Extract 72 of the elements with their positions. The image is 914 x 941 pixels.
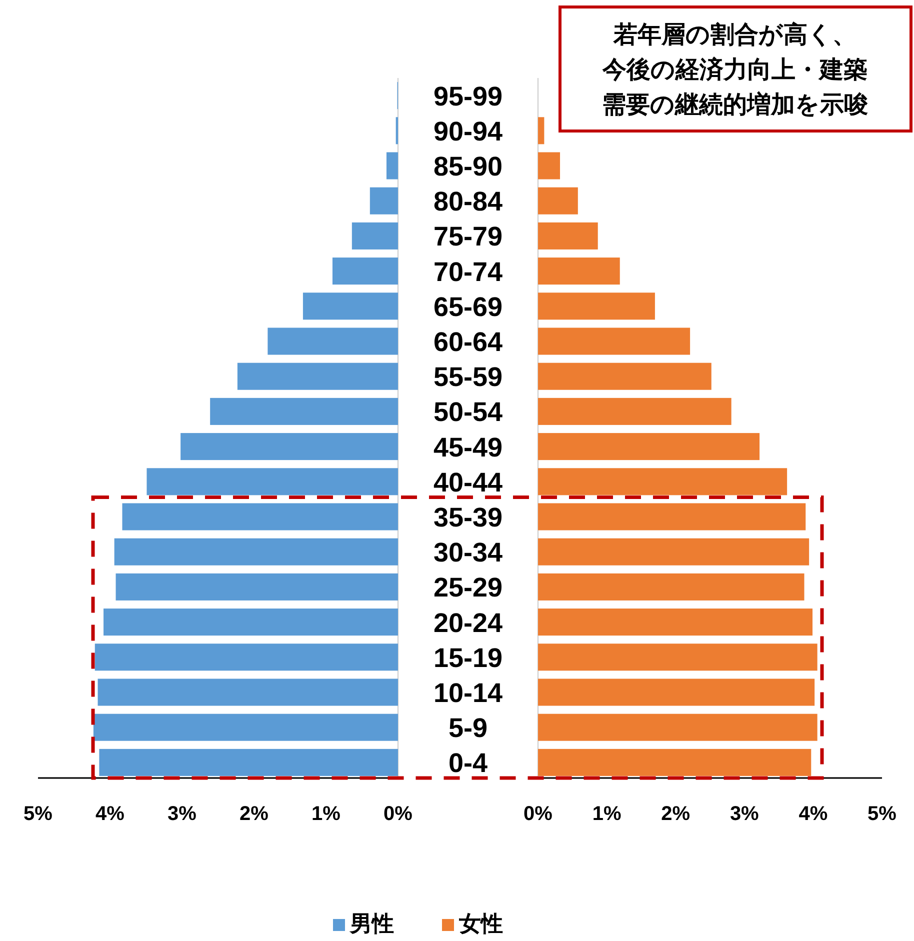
y-tick-label: 65-69: [433, 292, 503, 322]
bar: [538, 573, 804, 600]
bar: [122, 503, 398, 530]
bar: [538, 258, 620, 285]
bar: [104, 608, 398, 636]
bar: [386, 152, 398, 180]
bar: [98, 678, 398, 706]
x-tick-label: 2%: [661, 803, 690, 825]
bar: [99, 748, 398, 776]
y-tick-label: 25-29: [433, 572, 503, 603]
x-tick-label: 3%: [730, 803, 760, 825]
bar: [538, 222, 598, 250]
bar: [538, 644, 818, 671]
y-tick-label: 85-90: [433, 151, 503, 182]
bar: [116, 573, 398, 600]
x-tick-label: 2%: [240, 803, 269, 825]
annotation: 若年層の割合が高く、今後の経済力向上・建築需要の継続的増加を示唆: [602, 20, 868, 119]
y-tick-label: 0-4: [448, 748, 488, 778]
bar: [538, 608, 813, 636]
bar: [538, 328, 690, 355]
y-tick-label: 30-34: [433, 538, 503, 568]
y-tick-label: 75-79: [433, 222, 503, 252]
bar: [538, 538, 810, 566]
bar: [538, 678, 815, 706]
y-tick-label: 45-49: [433, 432, 503, 462]
y-tick-label: 15-19: [433, 642, 503, 673]
bar: [538, 748, 812, 776]
bar: [237, 362, 398, 390]
y-tick-label: 50-54: [433, 397, 503, 428]
bar: [268, 328, 398, 355]
x-tick-label: 0%: [384, 803, 413, 825]
x-tick-label: 5%: [24, 803, 53, 825]
bar: [538, 292, 655, 320]
bar: [94, 644, 398, 671]
bar: [146, 468, 398, 496]
y-tick-label: 10-14: [433, 678, 503, 708]
bar: [538, 117, 544, 144]
x-tick-label: 3%: [168, 803, 197, 825]
bar: [210, 398, 398, 425]
y-tick-label: 95-99: [433, 81, 503, 112]
bar: [180, 433, 398, 460]
bar: [538, 152, 560, 180]
y-tick-label: 60-64: [433, 326, 503, 357]
x-tick-label: 4%: [798, 803, 828, 825]
bar: [93, 714, 398, 741]
x-tick-label: 1%: [592, 803, 622, 825]
y-tick-label: 20-24: [433, 608, 503, 638]
y-tick-label: 80-84: [433, 186, 503, 217]
x-tick-label: 4%: [96, 803, 125, 825]
bar: [538, 362, 712, 390]
bar: [538, 503, 806, 530]
bar: [538, 714, 818, 741]
bar: [352, 222, 398, 250]
legend-label: 女性: [458, 911, 503, 936]
bar: [538, 187, 578, 214]
bar: [370, 187, 398, 214]
y-tick-label: 55-59: [433, 362, 503, 392]
legend-label: 男性: [349, 911, 394, 936]
bar: [538, 433, 760, 460]
bar: [538, 398, 732, 425]
bar: [114, 538, 398, 566]
x-tick-label: 5%: [868, 803, 897, 825]
y-tick-label: 40-44: [433, 467, 503, 498]
y-tick-label: 90-94: [433, 116, 503, 146]
bar: [332, 258, 398, 285]
bar: [538, 468, 788, 496]
x-tick-label: 1%: [312, 803, 341, 825]
y-tick-label: 5-9: [448, 713, 488, 744]
y-tick-label: 70-74: [433, 256, 503, 287]
y-tick-label: 35-39: [433, 502, 503, 532]
x-tick-label: 0%: [524, 803, 553, 825]
bar: [302, 292, 398, 320]
